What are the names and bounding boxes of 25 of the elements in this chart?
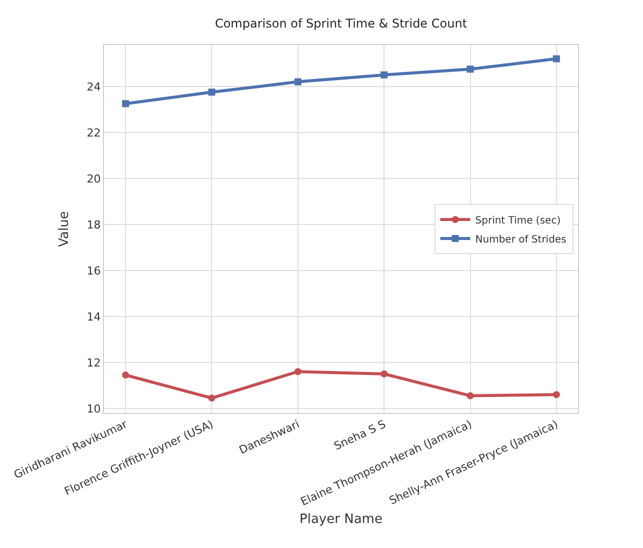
y-tick-label: 14 xyxy=(86,310,101,324)
x-axis-title: Player Name xyxy=(300,512,382,528)
point xyxy=(466,66,474,73)
y-tick-label: 16 xyxy=(86,264,101,278)
point xyxy=(294,368,302,376)
point xyxy=(380,370,388,378)
legend-label: Number of Strides xyxy=(475,234,566,246)
point xyxy=(208,394,216,402)
y-tick-label: 12 xyxy=(86,356,101,370)
point xyxy=(122,100,130,108)
point xyxy=(552,391,560,398)
point xyxy=(294,78,302,86)
legend-label: Sprint Time (sec) xyxy=(475,215,561,226)
point xyxy=(380,71,388,78)
point xyxy=(208,88,216,96)
point xyxy=(122,372,130,379)
y-tick-label: 22 xyxy=(86,126,101,140)
point xyxy=(552,55,560,62)
y-tick-label: 24 xyxy=(86,80,101,94)
y-axis-title: Value xyxy=(57,211,72,247)
y-tick-label: 18 xyxy=(86,218,101,232)
chart-title: Comparison of Sprint Time & Stride Count xyxy=(214,16,468,31)
point xyxy=(466,392,474,400)
y-tick-label: 10 xyxy=(86,402,101,416)
y-tick-label: 20 xyxy=(86,172,101,186)
